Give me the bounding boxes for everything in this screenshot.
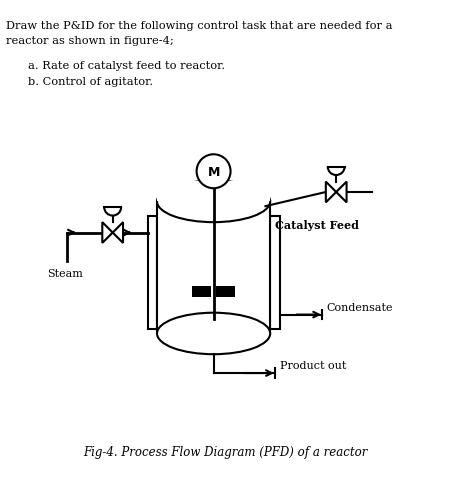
Ellipse shape bbox=[157, 182, 270, 223]
Text: b. Control of agitator.: b. Control of agitator. bbox=[28, 77, 153, 87]
Text: Draw the P&ID for the following control task that are needed for a: Draw the P&ID for the following control … bbox=[6, 21, 392, 31]
Polygon shape bbox=[102, 223, 113, 243]
Text: Product out: Product out bbox=[280, 361, 346, 370]
Circle shape bbox=[104, 199, 121, 216]
Bar bbox=[157, 202, 270, 334]
Circle shape bbox=[197, 155, 230, 189]
Text: Reactor: Reactor bbox=[190, 316, 237, 329]
Text: Catalyst Feed: Catalyst Feed bbox=[275, 220, 359, 231]
Circle shape bbox=[328, 159, 345, 176]
Polygon shape bbox=[113, 223, 123, 243]
Polygon shape bbox=[326, 182, 336, 203]
Ellipse shape bbox=[157, 313, 270, 354]
Text: Steam: Steam bbox=[47, 269, 83, 279]
Text: M: M bbox=[208, 166, 220, 179]
Text: a. Rate of catalyst feed to reactor.: a. Rate of catalyst feed to reactor. bbox=[28, 61, 225, 71]
Text: Condensate: Condensate bbox=[327, 302, 393, 312]
Text: reactor as shown in figure-4;: reactor as shown in figure-4; bbox=[6, 36, 174, 46]
Text: Fig-4. Process Flow Diagram (PFD) of a reactor: Fig-4. Process Flow Diagram (PFD) of a r… bbox=[83, 445, 367, 458]
Bar bbox=[157, 182, 270, 202]
Bar bbox=[192, 287, 211, 297]
Bar bbox=[217, 287, 235, 297]
Polygon shape bbox=[336, 182, 346, 203]
Bar bbox=[270, 216, 280, 329]
Bar bbox=[147, 216, 157, 329]
